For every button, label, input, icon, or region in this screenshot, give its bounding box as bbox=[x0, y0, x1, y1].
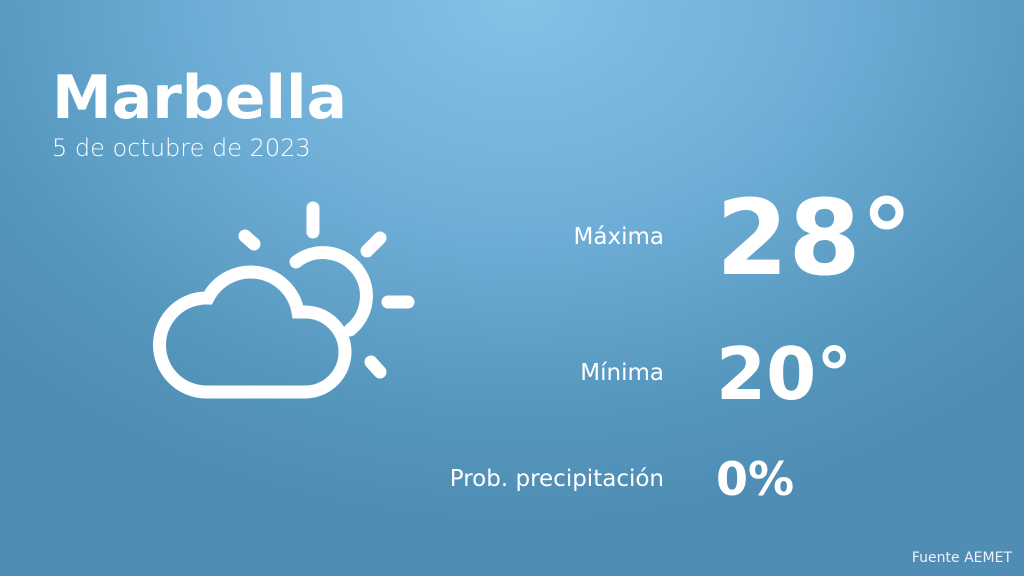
max-temp-label: Máxima bbox=[573, 224, 664, 250]
partly-cloudy-icon bbox=[153, 201, 415, 399]
max-temp-value: 28° bbox=[716, 177, 913, 299]
city-name: Marbella bbox=[52, 63, 348, 133]
sun-icon bbox=[238, 201, 415, 379]
source-credit: Fuente AEMET bbox=[911, 550, 1012, 566]
precip-label: Prob. precipitación bbox=[449, 466, 664, 492]
cloud-icon bbox=[153, 265, 352, 399]
precip-value: 0% bbox=[716, 452, 795, 506]
min-temp-value: 20° bbox=[716, 332, 853, 416]
forecast-date: 5 de octubre de 2023 bbox=[52, 134, 311, 162]
min-temp-label: Mínima bbox=[580, 360, 664, 386]
